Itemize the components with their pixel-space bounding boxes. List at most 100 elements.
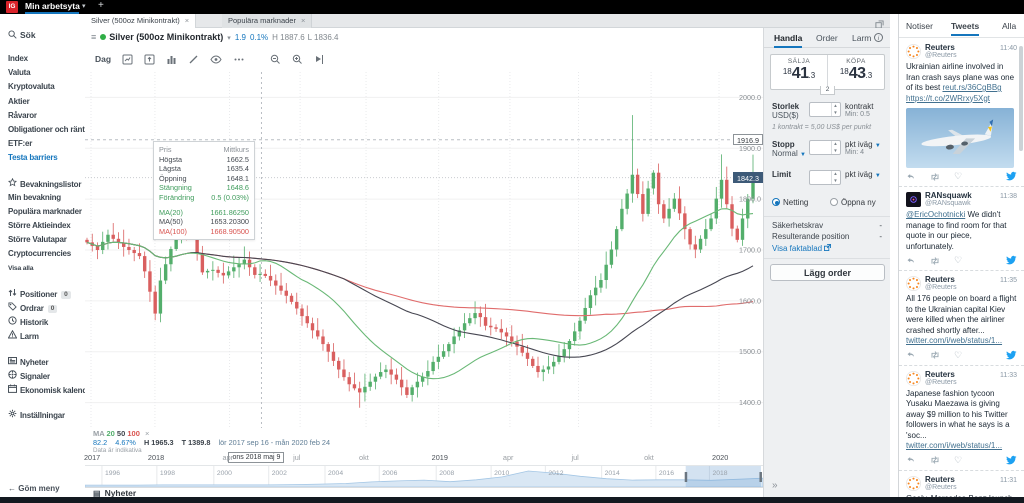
sidebar-item-testa-barriers[interactable]: Testa barriers	[0, 151, 85, 165]
twitter-bird-icon[interactable]	[1005, 350, 1017, 361]
ma-legend[interactable]: MA 20 50 100 ×	[93, 429, 149, 438]
ig-logo[interactable]: IG	[6, 1, 18, 13]
sidebar-item-etf-er[interactable]: ETF:er	[0, 137, 85, 151]
like-icon[interactable]: ♡	[954, 349, 963, 360]
author-handle[interactable]: @Reuters	[925, 378, 957, 386]
tab-silver-chart[interactable]: Silver (500oz Minikontrakt) ×	[85, 14, 197, 28]
sidebar-item-inst-llningar[interactable]: Inställningar	[0, 408, 85, 422]
airplane-photo[interactable]	[906, 108, 1014, 168]
more-options-icon[interactable]	[233, 54, 245, 65]
add-workspace-tab-button[interactable]: +	[98, 0, 104, 11]
sidebar-item-nyheter[interactable]: Nyheter	[0, 355, 85, 369]
collapse-panel-button[interactable]: »	[772, 480, 778, 491]
candlestick-chart[interactable]: 2000.0 1900.0 1800.0 1700.0 1600.0 1500.0 1400…	[85, 72, 763, 428]
tweet-item[interactable]: Reuters @Reuters 11:40 Ukrainian airline in…	[899, 39, 1024, 187]
sidebar-item-st-rre-valutapar[interactable]: Större Valutapar	[0, 233, 85, 247]
reply-icon[interactable]	[906, 256, 916, 266]
retweet-icon[interactable]	[929, 455, 941, 465]
sidebar-item-st-rre-aktieindex[interactable]: Större Aktieindex	[0, 219, 85, 233]
like-icon[interactable]: ♡	[954, 255, 963, 265]
tweet-link[interactable]: @EricOchotnicki	[906, 210, 966, 219]
retweet-icon[interactable]	[929, 172, 941, 182]
like-icon[interactable]: ♡	[954, 171, 963, 181]
like-icon[interactable]: ♡	[954, 454, 963, 465]
remove-indicator-icon[interactable]: ×	[144, 429, 150, 438]
sidebar-item-visa-alla[interactable]: Visa alla	[0, 262, 85, 276]
sidebar-item-valuta[interactable]: Valuta	[0, 66, 85, 80]
stop-unit-select[interactable]: pkt iväg ▼	[845, 140, 881, 149]
tweet-item[interactable]: Reuters @Reuters 11:33 Japanese fashion tyc…	[899, 366, 1024, 471]
hide-menu-button[interactable]: ← Göm meny	[8, 484, 60, 493]
sidebar-item-r-varor[interactable]: Råvaror	[0, 109, 85, 123]
sidebar-item-index[interactable]: Index	[0, 52, 85, 66]
sidebar-item-bevakningslistor[interactable]: Bevakningslistor	[0, 177, 85, 191]
reply-icon[interactable]	[906, 172, 916, 182]
limit-unit-select[interactable]: pkt iväg ▼	[845, 170, 881, 179]
sidebar-item-cryptocurrencies[interactable]: Cryptocurrencies	[0, 247, 85, 261]
search-button[interactable]: Sök	[8, 30, 36, 40]
stop-type-select[interactable]: Normal ▼	[772, 149, 806, 158]
tab-order[interactable]: Order	[816, 33, 838, 43]
tab-larm[interactable]: Larm	[852, 33, 872, 43]
period-select[interactable]: Dag	[95, 54, 112, 64]
open-new-radio[interactable]: Öppna ny	[830, 198, 876, 207]
chart-settings-icon[interactable]	[122, 54, 133, 65]
chevron-down-icon[interactable]: ▾	[227, 35, 231, 42]
sidebar-item-ordrar[interactable]: Ordrar 0	[0, 301, 85, 315]
sidebar-item-popul-ra-marknader[interactable]: Populära marknader	[0, 205, 85, 219]
sidebar-item-signaler[interactable]: Signaler	[0, 369, 85, 383]
reply-icon[interactable]	[906, 350, 916, 360]
info-icon[interactable]: i	[874, 33, 883, 42]
sidebar-item-aktier[interactable]: Aktier	[0, 95, 85, 109]
author-name[interactable]: Reuters	[925, 474, 955, 484]
tweet-item[interactable]: Reuters@Reuters 11:31 Geely, Mercedes-Benz…	[899, 471, 1024, 497]
feed-scrollbar-thumb[interactable]	[1019, 46, 1023, 151]
close-icon[interactable]: ×	[300, 16, 306, 25]
reply-icon[interactable]	[906, 455, 916, 465]
menu-icon[interactable]: ≡	[91, 32, 97, 42]
tweet-link[interactable]: twitter.com/i/web/status/1...	[906, 336, 1003, 345]
stop-input[interactable]: ▲ ▼	[809, 140, 841, 155]
buy-button[interactable]: KÖPA 1843.3	[827, 55, 884, 89]
twitter-bird-icon[interactable]	[1005, 455, 1017, 466]
place-order-button[interactable]: Lägg order	[770, 264, 885, 281]
author-handle[interactable]: @Reuters	[925, 483, 957, 491]
author-handle[interactable]: @Reuters	[925, 52, 957, 59]
drawing-tool-icon[interactable]	[188, 54, 199, 65]
sidebar-item-larm[interactable]: Larm	[0, 329, 85, 343]
tab-tweets[interactable]: Tweets	[951, 21, 980, 36]
sidebar-item-kryptovaluta[interactable]: Kryptovaluta	[0, 80, 85, 94]
zoom-out-icon[interactable]	[270, 54, 281, 65]
author-handle[interactable]: @RANsquawk	[925, 200, 971, 207]
size-input[interactable]: ▲ ▼	[809, 102, 841, 117]
news-strip[interactable]: ▤ Nyheter	[85, 487, 763, 498]
netting-radio[interactable]: Netting	[772, 198, 808, 207]
author-name[interactable]: RANsquawk	[925, 191, 972, 200]
close-icon[interactable]: ×	[184, 16, 190, 25]
retweet-icon[interactable]	[929, 256, 941, 266]
sidebar-item-positioner[interactable]: Positioner 0	[0, 287, 85, 301]
author-name[interactable]: Reuters	[925, 369, 955, 379]
chart-popout-icon[interactable]	[144, 54, 155, 65]
limit-input[interactable]: ▲ ▼	[809, 170, 841, 185]
factsheet-link[interactable]: Visa faktablad	[772, 244, 832, 253]
author-handle[interactable]: @Reuters	[925, 284, 957, 291]
twitter-bird-icon[interactable]	[1005, 171, 1017, 182]
stepper-arrows[interactable]: ▲ ▼	[831, 103, 839, 116]
author-name[interactable]: Reuters	[925, 43, 955, 52]
workspace-selector[interactable]: Min arbetsyta	[25, 1, 80, 11]
tweet-link[interactable]: reut.rs/36CgBBg	[942, 83, 1002, 92]
timeline-scrollbar[interactable]: 1996 1998 2000 2002 2004 2006 2008 2010 2012 2014…	[85, 465, 763, 487]
retweet-icon[interactable]	[929, 350, 941, 360]
sell-button[interactable]: SÄLJA 1841.3	[771, 55, 827, 89]
tab-notiser[interactable]: Notiser	[906, 21, 933, 31]
tweet-link[interactable]: https://t.co/2WRrxy5Xgt	[906, 93, 991, 103]
sidebar-item-ekonomisk-kalender[interactable]: Ekonomisk kalender	[0, 383, 94, 397]
playback-flag-icon[interactable]	[314, 54, 324, 65]
sidebar-item-obligationer-och-r-ntor[interactable]: Obligationer och räntor	[0, 123, 92, 137]
tweet-item[interactable]: RANsquawk @RANsquawk 11:38 @EricOchotnicki …	[899, 187, 1024, 271]
zoom-in-icon[interactable]	[292, 54, 303, 65]
tweet-item[interactable]: Reuters @Reuters 11:35 All 176 people on bo…	[899, 271, 1024, 366]
tab-alla[interactable]: Alla	[1002, 21, 1017, 31]
tab-popular-markets[interactable]: Populära marknader ×	[222, 14, 313, 28]
